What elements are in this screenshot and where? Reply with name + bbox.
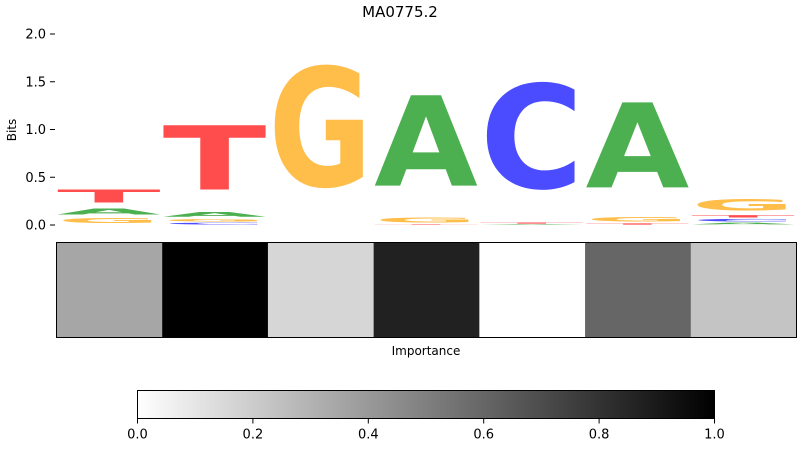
colorbar-tick-label: 0.8 <box>589 428 610 443</box>
colorbar-ticks: 0.0 0.2 0.4 0.6 0.8 1.0 <box>127 418 725 443</box>
importance-cell <box>267 242 375 338</box>
logo-letter-g: G <box>57 217 161 226</box>
importance-cell <box>56 242 163 338</box>
logo-letter-g: G <box>586 216 690 224</box>
colorbar-tick-label: 0.2 <box>243 428 264 443</box>
colorbar-tick-label: 0.6 <box>473 428 494 443</box>
logo-letter-a: A <box>374 71 478 215</box>
logo-letter-t: T <box>374 224 478 225</box>
logo-letter-t: T <box>586 223 690 225</box>
logo-letter-t: T <box>163 109 267 211</box>
logo-letter-c: C <box>163 222 267 225</box>
colorbar-gradient <box>137 390 715 419</box>
logo-letter-g: G <box>163 218 267 222</box>
colorbar-tick-label: 0.4 <box>358 428 379 443</box>
chart-title: MA0775.2 <box>362 3 438 21</box>
importance-cell <box>162 242 269 338</box>
logo-y-axis: 0.0 0.5 1.0 1.5 2.0 <box>25 28 55 234</box>
y-tick-label: 1.0 <box>25 123 46 138</box>
y-tick-label: 0.0 <box>25 219 46 234</box>
importance-label: Importance <box>392 344 461 358</box>
y-tick-label: 0.5 <box>25 171 46 186</box>
importance-cell <box>479 242 586 338</box>
logo-letter-a: A <box>480 224 584 225</box>
importance-cells <box>56 242 797 338</box>
logo-letter-a: A <box>691 222 795 225</box>
logo-letter-t: T <box>480 222 584 224</box>
y-tick-label: 2.0 <box>25 28 46 43</box>
logo-letter-a: A <box>163 211 267 219</box>
logo-letter-t: T <box>57 186 161 207</box>
y-tick-label: 1.5 <box>25 75 46 90</box>
colorbar-tick-label: 1.0 <box>704 428 725 443</box>
importance-panel: Importance <box>56 242 797 358</box>
logo-letter-c: C <box>480 55 584 222</box>
logo-letter-t: T <box>691 215 795 219</box>
logo-letter-c: C <box>691 218 795 222</box>
logo-letter-a: A <box>57 207 161 216</box>
logo-letter-g: G <box>374 216 478 225</box>
importance-cell <box>585 242 692 338</box>
importance-frame <box>56 242 797 338</box>
logo-letter-g: G <box>691 196 795 215</box>
importance-cell <box>373 242 480 338</box>
colorbar: 0.0 0.2 0.4 0.6 0.8 1.0 <box>127 390 725 443</box>
logo-letter-g: G <box>268 36 372 225</box>
y-axis-label: Bits <box>5 119 19 142</box>
colorbar-tick-label: 0.0 <box>127 428 148 443</box>
logo-letter-a: A <box>586 79 690 216</box>
importance-cell <box>690 242 797 338</box>
